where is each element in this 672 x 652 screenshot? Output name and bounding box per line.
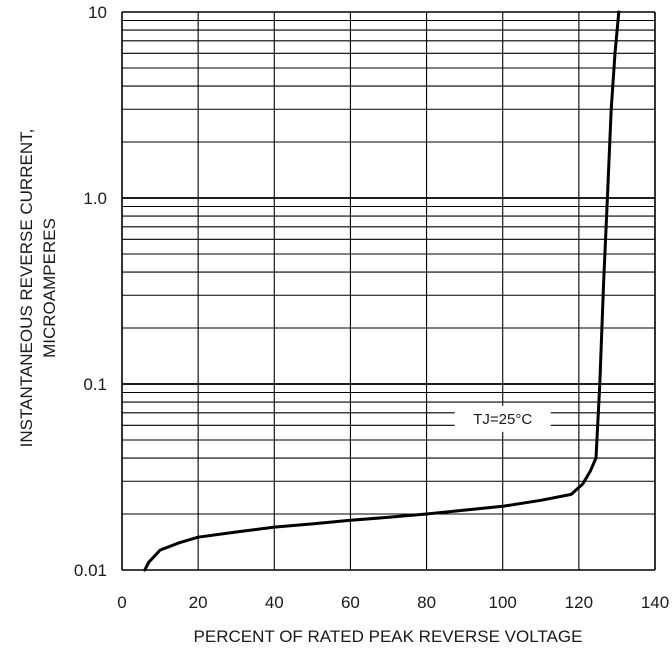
series-line-group [143, 10, 621, 572]
y-axis-title-line-1: INSTANTANEOUS REVERSE CURRENT, [17, 129, 36, 448]
annotation-label: TJ=25°C [473, 411, 532, 428]
x-axis-title: PERCENT OF RATED PEAK REVERSE VOLTAGE [194, 627, 583, 646]
y-axis-title-line-2: MICROAMPERES [40, 218, 59, 358]
y-tick-label: 1.0 [83, 189, 107, 208]
y-tick-label: 0.01 [74, 561, 107, 580]
grid-lines [121, 11, 656, 571]
x-tick-label: 0 [117, 593, 126, 612]
x-axis-ticks: 0 20 40 60 80 100 120 140 [117, 593, 669, 612]
series-line [143, 10, 621, 572]
x-tick-label: 140 [641, 593, 669, 612]
y-tick-label: 10 [88, 3, 107, 22]
x-tick-label: 100 [489, 593, 517, 612]
annotation-group: TJ=25°C [454, 405, 551, 432]
x-tick-label: 80 [417, 593, 436, 612]
x-tick-label: 120 [565, 593, 593, 612]
y-tick-label: 0.1 [83, 375, 107, 394]
x-tick-label: 60 [341, 593, 360, 612]
annotation-background [454, 405, 551, 432]
x-tick-label: 40 [265, 593, 284, 612]
y-axis-ticks: 0.01 0.1 1.0 10 [74, 3, 107, 580]
x-tick-label: 20 [189, 593, 208, 612]
